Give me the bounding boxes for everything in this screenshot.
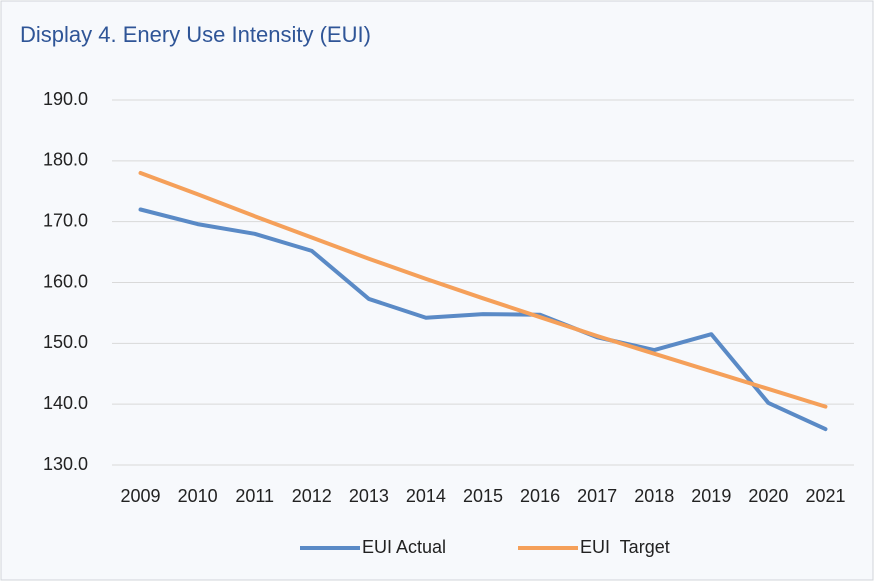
y-tick-label: 160.0 bbox=[43, 271, 88, 291]
x-tick-label: 2012 bbox=[292, 486, 332, 506]
x-tick-label: 2009 bbox=[121, 486, 161, 506]
x-tick-label: 2013 bbox=[349, 486, 389, 506]
x-tick-label: 2018 bbox=[634, 486, 674, 506]
y-tick-label: 190.0 bbox=[43, 89, 88, 109]
x-tick-label: 2014 bbox=[406, 486, 446, 506]
x-tick-label: 2010 bbox=[178, 486, 218, 506]
chart-title: Display 4. Enery Use Intensity (EUI) bbox=[20, 22, 371, 47]
x-tick-label: 2017 bbox=[577, 486, 617, 506]
x-tick-label: 2020 bbox=[748, 486, 788, 506]
x-tick-label: 2011 bbox=[235, 486, 274, 506]
y-tick-label: 150.0 bbox=[43, 332, 88, 352]
y-tick-label: 180.0 bbox=[43, 150, 88, 170]
series-line bbox=[138, 207, 828, 432]
y-tick-label: 140.0 bbox=[43, 393, 88, 413]
x-tick-label: 2016 bbox=[520, 486, 560, 506]
legend-label: EUI Target bbox=[580, 537, 670, 557]
x-tick-label: 2015 bbox=[463, 486, 503, 506]
legend-label: EUI Actual bbox=[362, 537, 446, 557]
x-tick-label: 2019 bbox=[691, 486, 731, 506]
series-line bbox=[138, 171, 828, 409]
x-tick-label: 2021 bbox=[805, 486, 845, 506]
y-tick-label: 170.0 bbox=[43, 210, 88, 230]
y-tick-label: 130.0 bbox=[43, 454, 88, 474]
